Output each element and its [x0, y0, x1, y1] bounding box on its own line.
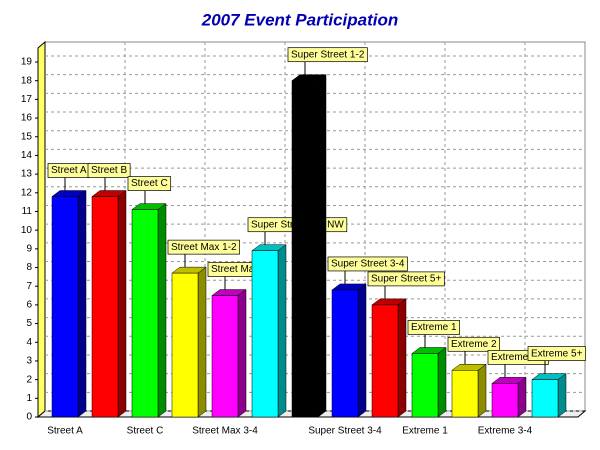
y-tick-label: 12	[21, 187, 33, 198]
data-label: Super Street 1-2	[291, 49, 365, 60]
y-tick-label: 0	[26, 412, 32, 423]
x-tick-label: Street Max 3-4	[192, 426, 258, 437]
x-tick-label: Street A	[47, 426, 83, 437]
y-tick-label: 8	[26, 262, 32, 273]
label-box	[287, 47, 368, 63]
y-tick-label: 13	[21, 169, 33, 180]
label-box	[527, 346, 586, 361]
data-label: Street Max 1-2	[171, 242, 237, 253]
y-tick-label: 11	[22, 206, 33, 217]
bar	[291, 80, 319, 418]
y-tick-label: 2	[26, 374, 32, 385]
y-tick-label: 7	[26, 281, 32, 292]
bar-side	[77, 190, 87, 418]
bar-side	[437, 346, 447, 418]
bar	[331, 289, 359, 418]
bar	[171, 272, 199, 418]
y-tick-label: 16	[21, 113, 33, 124]
data-label: Super Street 5+	[371, 274, 441, 285]
x-tick-label: Extreme 1	[402, 426, 448, 437]
bar	[411, 353, 439, 418]
x-tick-label: Street C	[127, 426, 164, 437]
bar	[211, 295, 239, 418]
bar-side	[237, 289, 247, 418]
data-label: Street Max 3-4	[211, 264, 277, 275]
bar-side	[157, 203, 167, 418]
data-label: Super Street 3-4	[331, 259, 405, 270]
bar-side	[117, 190, 127, 418]
bar	[131, 209, 159, 418]
bar-side	[317, 74, 327, 418]
data-label: Street B	[91, 165, 127, 176]
bar	[371, 304, 399, 418]
data-label: Street C	[131, 178, 168, 189]
y-tick-label: 1	[26, 393, 32, 404]
y-tick-label: 14	[21, 150, 33, 161]
y-tick-label: 4	[26, 337, 32, 348]
y-tick-label: 5	[26, 318, 32, 329]
y-tick-label: 6	[26, 300, 32, 311]
label-box	[87, 163, 131, 178]
label-box	[367, 271, 445, 287]
bar-side	[197, 266, 207, 418]
bar-side	[397, 298, 407, 418]
y-tick-label: 18	[21, 75, 33, 86]
data-label: Extreme 5+	[531, 348, 583, 359]
label-box	[447, 336, 500, 352]
bar	[451, 370, 479, 418]
y-tick-label: 19	[21, 57, 33, 68]
bar-side	[557, 373, 567, 418]
bar	[491, 383, 519, 418]
bar	[531, 379, 559, 418]
y-tick-label: 17	[21, 94, 33, 105]
x-tick-label: Extreme 3-4	[478, 426, 533, 437]
y-tick-label: 9	[26, 243, 32, 254]
chart-title: 2007 Event Participation	[201, 10, 399, 29]
y-tick-label: 10	[21, 225, 33, 236]
data-label: Extreme 1	[411, 322, 457, 333]
bar-side	[277, 244, 287, 418]
label-box	[127, 176, 172, 191]
label-box	[407, 320, 460, 335]
data-label: Street A	[51, 165, 87, 176]
y-tick-label: 3	[26, 356, 32, 367]
y-tick-label: 15	[21, 131, 33, 142]
bar	[251, 250, 279, 418]
bar	[51, 196, 79, 418]
label-box	[327, 256, 408, 272]
label-box	[167, 239, 240, 255]
bar	[91, 196, 119, 418]
bar-side	[517, 376, 527, 418]
bar-side	[357, 283, 367, 418]
x-tick-label: Super Street 3-4	[308, 426, 382, 437]
left-wall	[37, 40, 46, 419]
bar-side	[477, 363, 487, 418]
data-label: Extreme 3-4	[491, 352, 546, 363]
data-label: Extreme 2	[451, 339, 497, 350]
